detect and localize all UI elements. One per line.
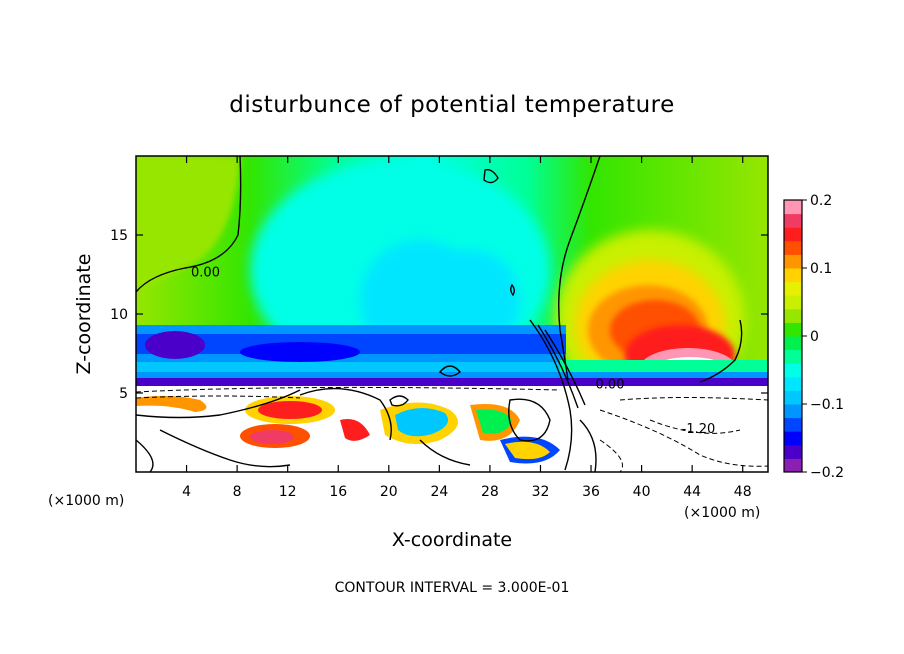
colorbar-swatch — [784, 268, 802, 283]
colorbar-swatch — [784, 200, 802, 215]
y-tick-label: 5 — [119, 386, 128, 402]
colorbar-swatch — [784, 404, 802, 419]
contour-labels: 0.00 0.00 -1.20 — [191, 265, 715, 436]
colorbar-swatch — [784, 240, 802, 255]
x-tick-label: 32 — [532, 484, 550, 500]
colorbar-swatch — [784, 213, 802, 228]
x-tick-label: 28 — [481, 484, 499, 500]
colorbar-swatch — [784, 376, 802, 391]
x-unit-label-left: (×1000 m) — [48, 493, 124, 509]
colorbar-swatch — [784, 227, 802, 242]
colorbar-swatch — [784, 444, 802, 459]
colorbar-tick-label: −0.2 — [810, 465, 844, 481]
colorbar-swatch — [784, 295, 802, 310]
colorbar-swatch — [784, 417, 802, 432]
contour-label: 0.00 — [596, 378, 625, 393]
y-tick-label: 15 — [110, 228, 128, 244]
colorbar-ticks: 0.2 0.1 0 −0.1 −0.2 — [802, 193, 844, 481]
colorbar-swatch — [784, 431, 802, 446]
x-tick-label: 16 — [329, 484, 347, 500]
colorbar-swatch — [784, 458, 802, 473]
x-unit-label-right: (×1000 m) — [684, 505, 760, 521]
y-tick-label: 10 — [110, 307, 128, 323]
colorbar-swatch — [784, 308, 802, 323]
y-axis-ticks: 5 10 15 — [110, 228, 768, 402]
colorbar-swatch — [784, 322, 802, 337]
x-tick-label: 48 — [734, 484, 752, 500]
chart-title: disturbunce of potential temperature — [229, 92, 675, 118]
colorbar-tick-label: 0.1 — [810, 261, 832, 277]
colorbar-tick-label: 0.2 — [810, 193, 832, 209]
x-axis-ticks: 4 8 12 16 20 24 28 32 36 40 44 48 — [182, 156, 752, 500]
contour-label: 0.00 — [191, 265, 220, 280]
x-tick-label: 40 — [633, 484, 651, 500]
colorbar-swatch — [784, 349, 802, 364]
colorbar-swatch — [784, 254, 802, 269]
colorbar-swatch — [784, 390, 802, 405]
colorbar-tick-label: 0 — [810, 329, 819, 345]
x-tick-label: 20 — [380, 484, 398, 500]
colorbar-swatch — [784, 336, 802, 351]
x-tick-label: 4 — [182, 484, 191, 500]
colorbar-swatch — [784, 281, 802, 296]
contour-interval-note: CONTOUR INTERVAL = 3.000E-01 — [335, 580, 570, 596]
x-tick-label: 8 — [233, 484, 242, 500]
x-tick-label: 36 — [582, 484, 600, 500]
plot-area — [136, 156, 768, 472]
x-tick-label: 12 — [279, 484, 297, 500]
colorbar-tick-label: −0.1 — [810, 397, 844, 413]
y-axis-label: Z-coordinate — [73, 254, 95, 375]
x-tick-label: 24 — [430, 484, 448, 500]
colorbar-swatch — [784, 363, 802, 378]
x-tick-label: 44 — [683, 484, 701, 500]
x-axis-label: X-coordinate — [392, 529, 512, 551]
colorbar — [783, 199, 803, 473]
contour-label: -1.20 — [682, 422, 716, 437]
